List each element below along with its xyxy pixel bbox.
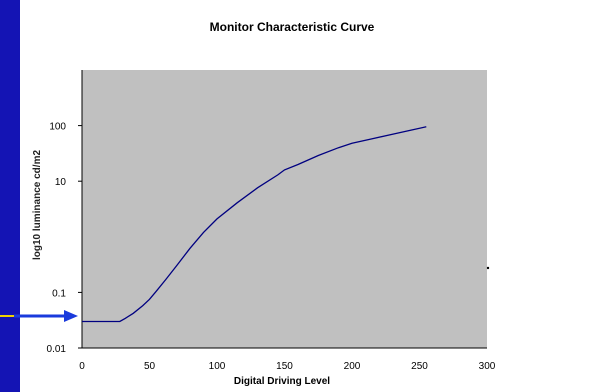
x-ticks: 0 50 100 150 200 250 300: [79, 361, 496, 372]
pointer-arrow: [0, 310, 78, 322]
stray-mark: [486, 266, 490, 270]
y-ticks: 0.01 0.1 10 100: [47, 122, 82, 355]
y-tick-label: 0.1: [52, 288, 66, 299]
x-tick-label: 100: [209, 361, 226, 372]
y-tick-label: 0.01: [47, 344, 67, 355]
x-tick-label: 0: [79, 361, 85, 372]
x-tick-label: 300: [479, 361, 496, 372]
y-axis-label: log10 luminance cd/m2: [32, 150, 43, 260]
x-axis-label: Digital Driving Level: [234, 376, 330, 387]
x-tick-label: 200: [344, 361, 361, 372]
x-tick-label: 250: [411, 361, 428, 372]
chart-title: Monitor Characteristic Curve: [210, 20, 375, 34]
luminance-curve: [82, 126, 427, 323]
y-tick-label: 100: [49, 122, 66, 133]
y-tick-label: 10: [55, 177, 67, 188]
plot-area: [82, 70, 487, 348]
series-group: [82, 126, 427, 323]
pointer-head: [64, 310, 78, 322]
x-tick-label: 50: [144, 361, 156, 372]
x-tick-label: 150: [276, 361, 293, 372]
